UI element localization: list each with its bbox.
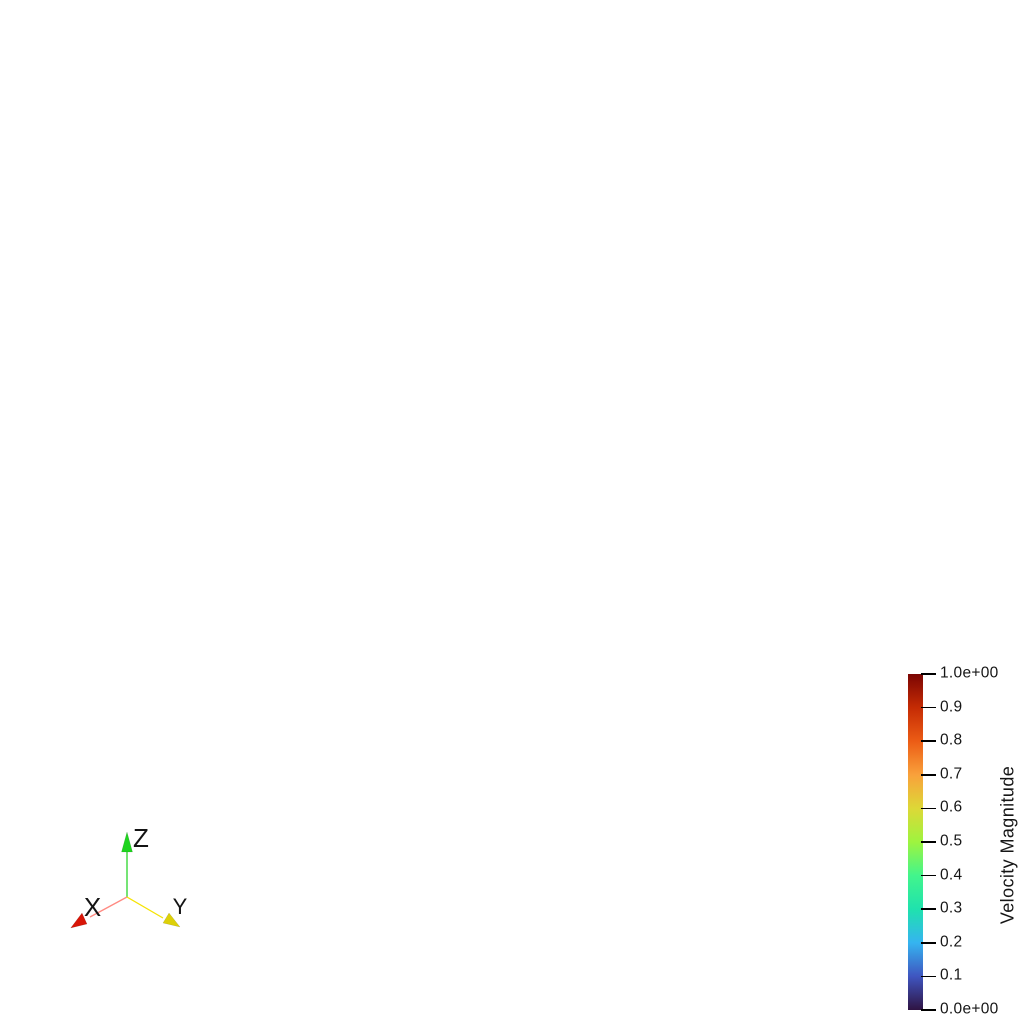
colorbar-tick [921,908,936,911]
x-axis-label: X [84,892,101,922]
colorbar-tick-label: 0.1 [940,967,963,985]
colorbar-title: Velocity Magnitude [997,765,1018,925]
colorbar-tick-label: 0.6 [940,799,963,817]
orientation-axes-widget: Z X Y [70,823,188,929]
colorbar-tick-label: 0.2 [940,933,963,951]
z-axis-arrow-cone [121,831,133,853]
colorbar-tick-label: 0.4 [940,866,963,884]
colorbar-tick-label: 0.9 [940,698,963,716]
z-axis-label: Z [133,823,149,853]
colorbar-tick [921,874,936,877]
colorbar-tick [921,841,936,843]
colorbar-tick [921,975,936,978]
colorbar-tick-label: 0.7 [940,765,963,783]
colorbar-tick [921,673,936,675]
y-axis-line [126,896,164,919]
colorbar-tick [921,706,936,709]
colorbar-tick-label: 0.8 [940,731,963,749]
colorbar-tick-label: 1.0e+00 [940,664,999,682]
colorbar-tick-label: 0.3 [940,899,963,917]
colorbar-tick-label: 0.0e+00 [940,1000,999,1018]
colorbar-gradient [908,674,923,1010]
y-axis-label: Y [173,894,188,919]
colorbar-tick [921,941,936,944]
colorbar-tick [921,807,936,810]
colorbar-tick-label: 0.5 [940,832,963,850]
colorbar-tick [921,1009,936,1011]
color-legend[interactable]: 1.0e+00 0.9 0.8 0.7 0.6 0.5 0.4 0.3 0.2 0.1 0.0e+0… [895,660,1024,1024]
x-axis-line [89,896,128,918]
colorbar-tick [921,773,936,776]
colorbar-tick [921,740,936,743]
y-axis-arrow-cone [162,912,181,928]
x-axis-arrow-cone [70,912,88,929]
